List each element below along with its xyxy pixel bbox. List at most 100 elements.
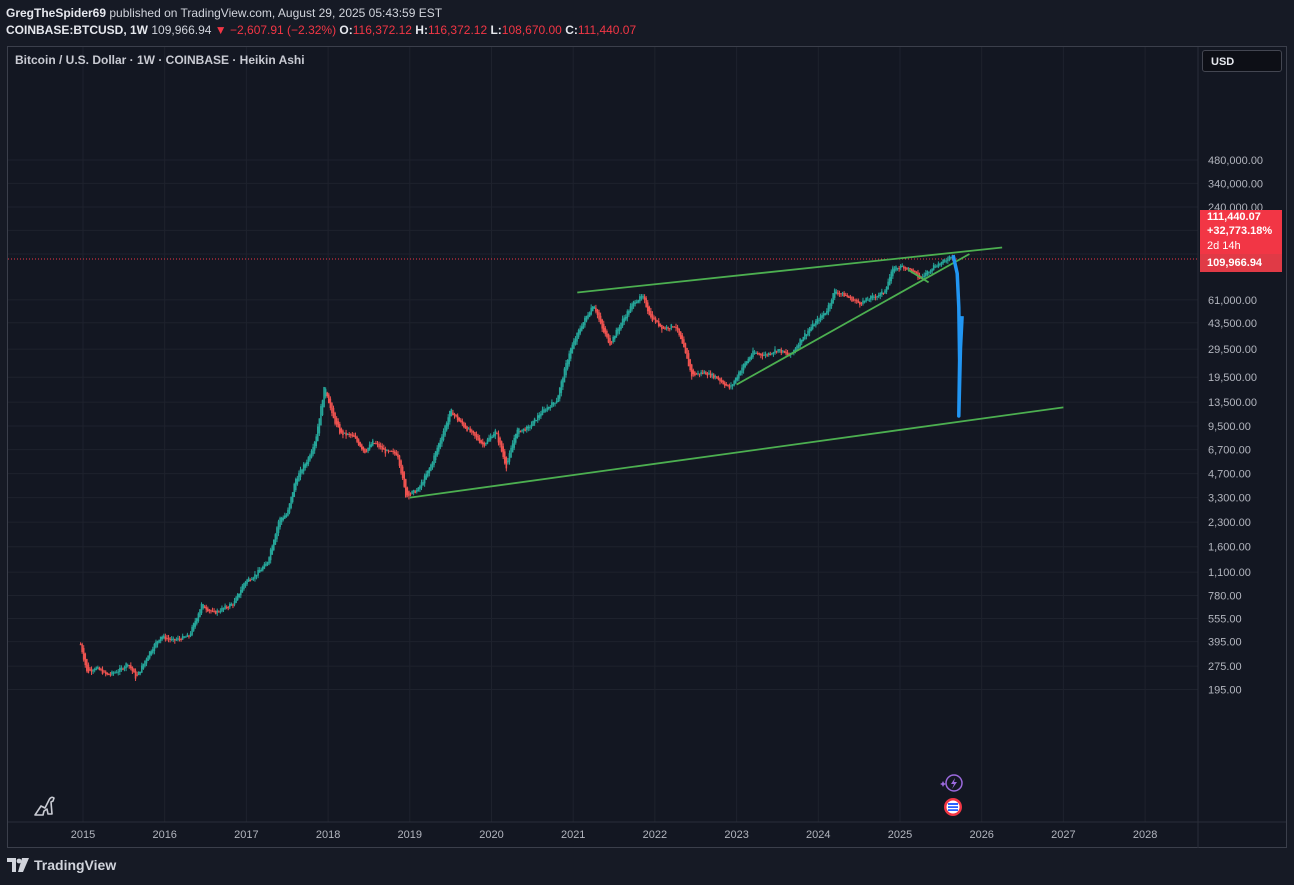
currency-button[interactable]: USD: [1202, 50, 1282, 72]
event-markers[interactable]: [938, 772, 966, 820]
candle-body: [340, 428, 343, 433]
candle-body: [780, 349, 783, 353]
candle-body: [777, 349, 779, 352]
candle-body: [562, 378, 564, 387]
author-name[interactable]: GregTheSpider69: [6, 6, 107, 20]
candle-body: [909, 268, 911, 270]
candle-body: [111, 671, 113, 675]
candle-body: [665, 326, 668, 329]
candle-body: [524, 429, 526, 431]
tradingview-brand[interactable]: TradingView: [7, 857, 116, 873]
candle-body: [507, 460, 509, 463]
price-tick-label: 4,700.00: [1208, 469, 1251, 481]
candle-body: [373, 443, 376, 445]
candle-body: [126, 664, 129, 666]
candle-body: [813, 324, 816, 327]
candle-body: [225, 607, 228, 609]
candle-body: [222, 607, 225, 610]
candle-body: [758, 353, 761, 355]
candle-body: [566, 359, 569, 369]
candle-body: [288, 503, 291, 513]
candle-body: [549, 407, 552, 409]
candle-body: [139, 671, 142, 674]
candle-body: [481, 441, 484, 445]
dino-icon[interactable]: [32, 792, 58, 818]
candle-body: [860, 303, 863, 305]
last-price-badge: 111,440.07: [1200, 210, 1282, 224]
candle-body: [915, 271, 918, 274]
candle-body: [775, 351, 778, 353]
close-label: C:: [565, 23, 578, 37]
candle-body: [646, 302, 649, 312]
candle-body: [921, 276, 924, 278]
candle-body: [643, 296, 646, 300]
candle-body: [177, 638, 179, 640]
candle-body: [541, 409, 544, 416]
candle-body: [563, 368, 566, 383]
candle-body: [826, 311, 828, 314]
candle-body: [752, 350, 754, 358]
price-tick-label: 19,500.00: [1208, 372, 1257, 384]
candle-body: [733, 381, 735, 386]
candle-body: [808, 328, 811, 333]
candle-body: [371, 440, 374, 446]
candle-body: [287, 509, 289, 516]
time-tick-label: 2019: [398, 829, 422, 841]
candle-body: [538, 415, 541, 418]
candle-body: [112, 672, 115, 674]
candle-body: [599, 315, 602, 324]
candle-body: [617, 328, 619, 334]
candle-body: [461, 420, 464, 425]
candle-body: [797, 344, 800, 348]
candle-body: [442, 431, 445, 441]
time-axis: 2015 2016 2017 2018 2019 2020 2021 2022 2023 2024…: [71, 829, 1158, 841]
candle-body: [320, 406, 322, 426]
candle-body: [719, 378, 721, 382]
candle-body: [221, 607, 223, 612]
candle-body: [216, 610, 219, 613]
candle-body: [604, 327, 607, 335]
candle-body: [175, 639, 178, 641]
candle-body: [656, 320, 658, 322]
candle-body: [734, 377, 737, 384]
candle-body: [445, 422, 448, 431]
candle-body: [452, 412, 454, 416]
chart-grid: [8, 47, 1286, 848]
candle-body: [161, 636, 164, 639]
candle-body: [624, 316, 627, 320]
candle-body: [609, 338, 611, 346]
candle-body: [590, 307, 592, 315]
candle-body: [147, 655, 149, 661]
candle-body: [400, 460, 402, 474]
candle-body: [607, 333, 610, 343]
candle-body: [263, 564, 266, 569]
candle-body: [304, 463, 307, 468]
time-tick-label: 2020: [479, 829, 503, 841]
candle-body: [359, 442, 362, 447]
candle-body: [585, 315, 588, 322]
candle-body: [947, 259, 949, 261]
candle-body: [874, 296, 877, 298]
candle-body: [664, 327, 666, 329]
candle-body: [639, 296, 641, 302]
candle-body: [750, 355, 753, 360]
candle-body: [552, 402, 555, 405]
pct-change-badge: +32,773.18%: [1200, 224, 1282, 238]
candle-body: [783, 350, 786, 353]
candle-body: [164, 636, 167, 640]
candle-body: [829, 303, 831, 309]
candle-body: [615, 329, 618, 338]
candle-body: [676, 327, 679, 330]
candle-body: [313, 441, 316, 451]
candle-body: [197, 613, 200, 621]
candle-body: [774, 349, 776, 353]
candle-body: [760, 353, 762, 356]
candle-body: [650, 310, 652, 318]
candle-body: [772, 352, 775, 354]
candle-body: [310, 450, 313, 458]
candle-body: [926, 270, 929, 275]
candle-body: [632, 301, 635, 307]
candle-body: [739, 370, 742, 376]
candle-body: [497, 433, 500, 443]
